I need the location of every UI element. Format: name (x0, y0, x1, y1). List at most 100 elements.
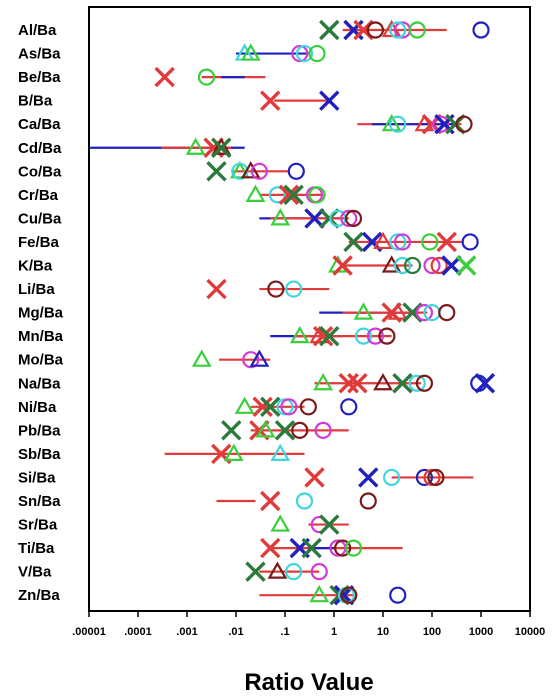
circle-marker (366, 327, 385, 345)
circle-marker (427, 468, 445, 487)
category-label: Ni/Ba (18, 399, 57, 416)
x-marker (206, 161, 227, 182)
category-label: B/Ba (18, 93, 53, 110)
circle-marker (308, 186, 326, 204)
category-labels: Al/Ba As/Ba Be/Ba B/Ba Ca/Ba Cd/Ba Co/Ba Cr/Ba C… (18, 22, 64, 604)
x-marker (319, 514, 340, 535)
x-marker (319, 19, 340, 41)
x-tick-label: 10000 (515, 626, 546, 638)
triangle-marker (240, 161, 261, 179)
circle-marker (389, 233, 407, 251)
triangle-marker (270, 443, 291, 461)
x-tick-label: 10 (377, 626, 389, 638)
x-tick-label: 1 (331, 626, 337, 638)
circle-marker (389, 586, 407, 604)
x-axis: .00001 .0001 .001 .01 .1 1 10 100 1000 10000 (72, 611, 545, 638)
category-label: Mo/Ba (18, 352, 64, 369)
x-marker (260, 396, 281, 418)
category-label: Sn/Ba (18, 493, 61, 510)
x-marker (358, 467, 379, 488)
x-marker (283, 184, 304, 206)
x-marker (260, 537, 281, 559)
data-points (154, 19, 496, 606)
x-marker (456, 255, 477, 276)
circle-marker (354, 327, 373, 345)
x-tick-label: .1 (280, 626, 289, 638)
circle-marker (340, 586, 358, 604)
x-tick-label: 100 (423, 626, 441, 638)
x-marker (304, 208, 325, 229)
x-marker (436, 231, 457, 253)
category-label: Zn/Ba (18, 587, 60, 604)
circle-marker (295, 44, 314, 63)
x-marker (343, 231, 364, 253)
triangle-marker (234, 396, 255, 414)
x-tick-label: .00001 (72, 626, 106, 638)
triangle-marker (249, 349, 270, 367)
x-axis-title: Ratio Value (244, 669, 373, 696)
circle-marker (366, 21, 385, 39)
triangle-marker (191, 349, 212, 367)
x-marker (154, 66, 175, 88)
triangle-marker (373, 373, 393, 391)
triangle-marker (229, 161, 250, 179)
circle-marker (287, 162, 305, 180)
x-marker (221, 420, 242, 441)
category-label: Be/Ba (18, 69, 61, 86)
plot-frame (88, 6, 531, 612)
circle-marker (378, 327, 396, 345)
category-label: Mg/Ba (18, 305, 64, 322)
category-label: Co/Ba (18, 163, 62, 180)
circle-marker (421, 233, 439, 251)
x-marker (278, 184, 300, 206)
circle-marker (310, 515, 328, 534)
triangle-marker (387, 302, 408, 320)
category-label: As/Ba (18, 46, 61, 63)
category-label: Cr/Ba (18, 187, 59, 204)
circle-marker (403, 256, 422, 275)
category-label: K/Ba (18, 258, 53, 275)
x-marker (332, 255, 353, 276)
category-label: Si/Ba (18, 469, 56, 486)
circle-marker (383, 468, 401, 487)
category-label: Na/Ba (18, 375, 61, 392)
triangle-marker (185, 137, 206, 155)
circle-marker (280, 398, 298, 416)
circle-marker (340, 209, 358, 227)
x-marker (347, 373, 368, 394)
x-tick-label: .001 (176, 626, 197, 638)
circle-marker (389, 115, 407, 133)
triangle-marker (270, 514, 291, 532)
category-label: Ca/Ba (18, 116, 61, 133)
x-marker (260, 490, 281, 512)
x-marker (211, 137, 232, 158)
triangle-marker (289, 325, 310, 344)
circle-marker (344, 539, 363, 557)
x-marker (304, 467, 325, 488)
circle-marker (285, 280, 303, 298)
circle-marker (340, 398, 358, 416)
circle-marker (423, 256, 441, 275)
circle-marker (334, 539, 352, 557)
circle-marker (393, 233, 412, 251)
category-label: Cu/Ba (18, 210, 62, 227)
x-marker (260, 90, 281, 111)
circle-marker (393, 256, 412, 275)
circle-marker (285, 563, 303, 581)
triangle-marker (223, 443, 244, 461)
triangle-marker (255, 420, 276, 438)
category-label: Pb/Ba (18, 422, 61, 439)
range-lines (89, 28, 474, 597)
x-marker (252, 396, 273, 418)
circle-marker (415, 374, 434, 392)
triangle-marker (240, 43, 261, 61)
circle-marker (472, 21, 490, 39)
x-marker (319, 90, 340, 111)
triangle-marker (211, 137, 232, 155)
category-label: Mn/Ba (18, 328, 64, 345)
x-marker (245, 561, 266, 582)
category-label: Li/Ba (18, 281, 55, 298)
category-label: Fe/Ba (18, 234, 60, 251)
circle-marker (291, 44, 309, 63)
